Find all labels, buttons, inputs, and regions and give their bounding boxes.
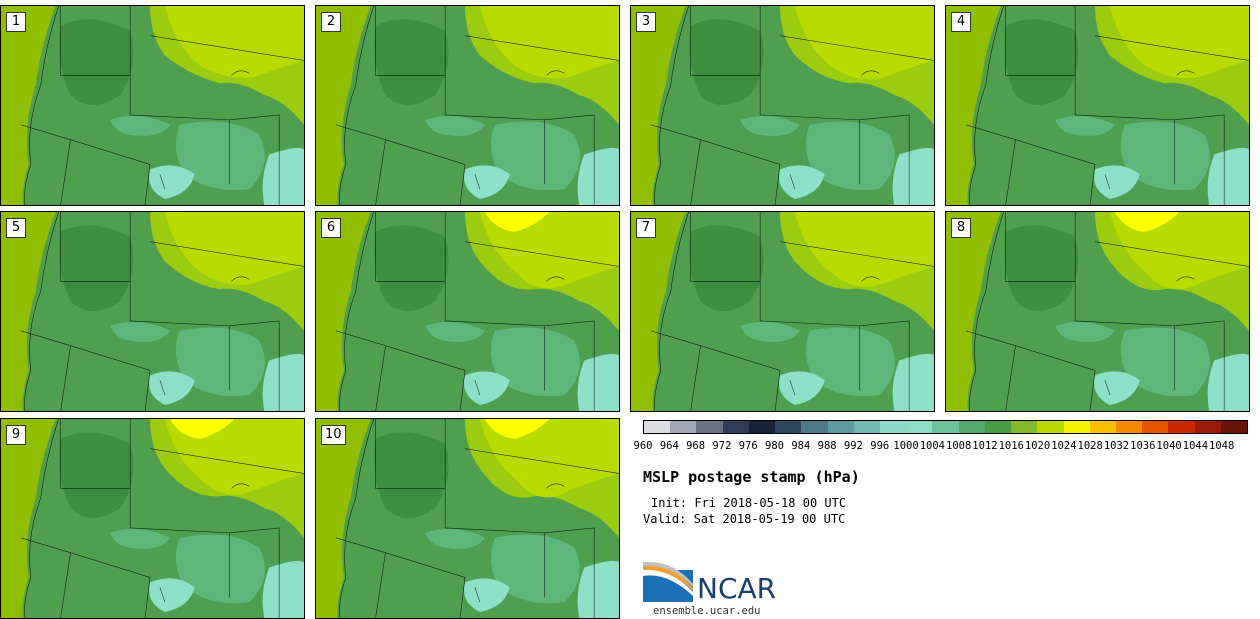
colorbar-swatch xyxy=(1037,421,1064,433)
ncar-logo-swoosh-icon xyxy=(643,561,693,602)
colorbar-tick-label: 968 xyxy=(686,440,706,452)
panel-number-label: 2 xyxy=(321,12,341,32)
colorbar-swatch xyxy=(827,421,854,433)
map-panel-5: 5 xyxy=(0,211,305,412)
map-panel-8: 8 xyxy=(945,211,1250,412)
panel-number-label: 10 xyxy=(321,425,346,445)
colorbar-swatch xyxy=(958,421,985,433)
ncar-logo: NCAR xyxy=(643,561,793,605)
panel-number-label: 1 xyxy=(6,12,26,32)
colorbar-tick-label: 1044 xyxy=(1182,440,1209,452)
chart-title: MSLP postage stamp (hPa) xyxy=(643,468,860,486)
colorbar-swatch xyxy=(1063,421,1090,433)
panel-number-label: 8 xyxy=(951,218,971,238)
panel-number-label: 4 xyxy=(951,12,971,32)
init-time: Init: Fri 2018-05-18 00 UTC xyxy=(651,496,847,510)
colorbar-tick-label: 984 xyxy=(791,440,811,452)
colorbar-swatch xyxy=(984,421,1012,433)
colorbar-tick-label: 1028 xyxy=(1077,440,1103,452)
map-drawing xyxy=(1,212,304,411)
map-drawing xyxy=(1,419,304,618)
colorbar-swatch xyxy=(932,421,959,433)
map-drawing xyxy=(316,212,619,411)
colorbar-swatch xyxy=(748,421,776,433)
map-drawing xyxy=(1,6,304,205)
map-drawing xyxy=(946,212,1249,411)
colorbar-swatch xyxy=(1168,421,1195,433)
colorbar-tick-label: 992 xyxy=(843,440,863,452)
colorbar-swatch xyxy=(1142,421,1169,433)
colorbar-swatch xyxy=(1089,421,1116,433)
colorbar-swatch xyxy=(644,421,671,433)
map-panel-10: 10 xyxy=(315,418,620,619)
map-panel-7: 7 xyxy=(630,211,935,412)
colorbar-tick-label: 1040 xyxy=(1156,440,1182,452)
colorbar-swatch xyxy=(879,421,907,433)
colorbar-tick-label: 972 xyxy=(712,440,732,452)
colorbar-swatch xyxy=(670,421,697,433)
map-panel-6: 6 xyxy=(315,211,620,412)
map-panel-4: 4 xyxy=(945,5,1250,206)
colorbar-swatch xyxy=(722,421,749,433)
colorbar-tick-label: 960 xyxy=(633,440,653,452)
colorbar-tick-label: 1016 xyxy=(998,440,1024,452)
colorbar-tick-label: 1048 xyxy=(1209,440,1235,452)
colorbar-tick-label: 1024 xyxy=(1051,440,1077,452)
colorbar-swatch xyxy=(906,421,933,433)
panel-number-label: 5 xyxy=(6,218,26,238)
colorbar-swatch xyxy=(853,421,880,433)
colorbar-swatch xyxy=(1115,421,1143,433)
colorbar-swatch xyxy=(775,421,802,433)
colorbar-tick-label: 1008 xyxy=(945,440,972,452)
colorbar-tick-label: 980 xyxy=(765,440,784,452)
colorbar-tick-label: 976 xyxy=(738,440,758,452)
colorbar-tick-labels: 960 964 968 972 976 980 984 988 992 996 1000 1004 10… xyxy=(632,440,1260,454)
valid-time: Valid: Sat 2018-05-19 00 UTC xyxy=(643,512,846,526)
colorbar-swatch xyxy=(801,421,828,433)
logo-url: ensemble.ucar.edu xyxy=(653,605,761,617)
panel-number-label: 6 xyxy=(321,218,341,238)
map-drawing xyxy=(316,6,619,205)
colorbar-tick-label: 964 xyxy=(659,440,679,452)
map-panel-1: 1 xyxy=(0,5,305,206)
colorbar-tick-label: 988 xyxy=(817,440,837,452)
colorbar-tick-label: 996 xyxy=(870,440,890,452)
panel-number-label: 7 xyxy=(636,218,656,238)
colorbar-swatch xyxy=(1011,421,1038,433)
colorbar-tick-label: 1032 xyxy=(1103,440,1130,452)
map-drawing xyxy=(631,212,934,411)
panel-number-label: 3 xyxy=(636,12,656,32)
map-panel-2: 2 xyxy=(315,5,620,206)
map-drawing xyxy=(316,419,619,618)
logo-name: NCAR xyxy=(697,572,777,605)
colorbar-tick-label: 1004 xyxy=(919,440,945,452)
map-drawing xyxy=(946,6,1249,205)
map-panel-3: 3 xyxy=(630,5,935,206)
colorbar-swatch xyxy=(696,421,723,433)
map-panel-9: 9 xyxy=(0,418,305,619)
colorbar-tick-label: 1000 xyxy=(893,440,919,452)
colorbar xyxy=(643,420,1248,434)
colorbar-swatch xyxy=(1220,421,1248,433)
map-drawing xyxy=(631,6,934,205)
colorbar-tick-label: 1036 xyxy=(1130,440,1156,452)
colorbar-swatch xyxy=(1194,421,1221,433)
panel-number-label: 9 xyxy=(6,425,26,445)
colorbar-tick-label: 1020 xyxy=(1024,440,1051,452)
colorbar-tick-label: 1012 xyxy=(972,440,998,452)
